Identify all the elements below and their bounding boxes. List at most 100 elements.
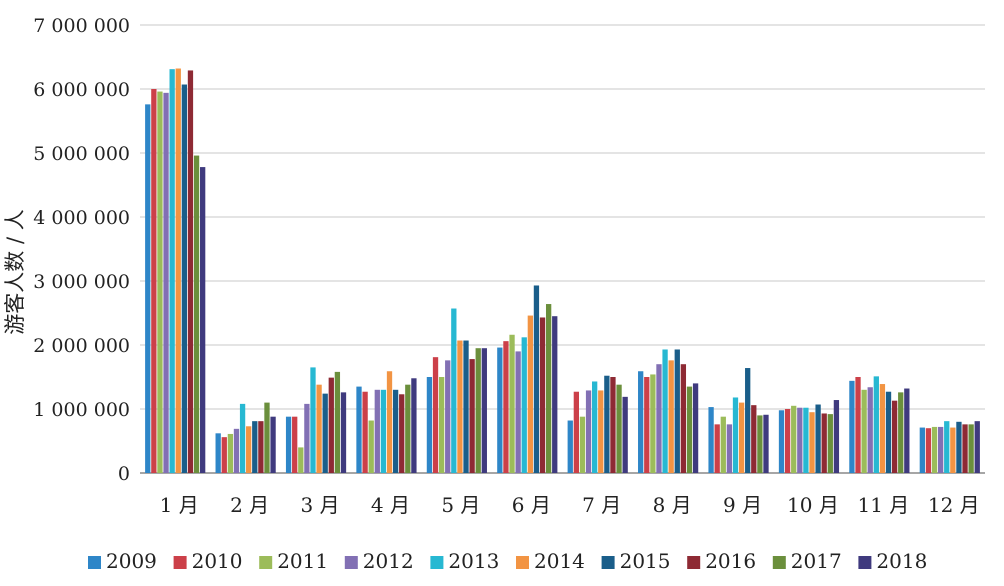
- bar: [151, 89, 157, 473]
- x-tick-label: 4 月: [371, 493, 410, 517]
- bar: [668, 360, 674, 473]
- bar: [891, 400, 898, 473]
- x-tick-label: 3 月: [300, 493, 339, 517]
- x-axis-categories: 1 月 2 月 3 月 4 月 5 月 6 月 7 月 8 月 9 月 10 月 11 月 12 月: [160, 493, 980, 517]
- x-tick-label: 12 月: [928, 493, 980, 517]
- bar: [509, 334, 515, 473]
- bar: [745, 368, 751, 473]
- bar: [797, 407, 803, 473]
- bar: [270, 416, 276, 473]
- bar: [445, 360, 451, 473]
- bar: [322, 393, 328, 473]
- bar: [426, 377, 433, 473]
- bar: [579, 416, 586, 473]
- bar: [708, 407, 714, 473]
- x-tick-label: 10 月: [787, 493, 839, 517]
- bar: [885, 391, 892, 473]
- y-tick-label: 3 000 000: [33, 271, 130, 293]
- bar: [438, 377, 445, 473]
- legend-label: 2013: [448, 549, 499, 573]
- x-tick-label: 5 月: [441, 493, 480, 517]
- legend-swatch: [173, 556, 187, 569]
- legend-swatch: [344, 556, 358, 569]
- bar: [686, 386, 693, 473]
- bar: [662, 349, 668, 473]
- bar: [778, 410, 785, 473]
- bar: [674, 349, 680, 473]
- bar: [481, 348, 487, 473]
- bar: [950, 427, 956, 473]
- bar: [246, 426, 252, 473]
- bar: [692, 383, 699, 473]
- x-tick-label: 1 月: [160, 493, 199, 517]
- bar: [791, 405, 797, 473]
- bar: [233, 428, 240, 473]
- bar: [304, 403, 310, 473]
- bar: [552, 316, 558, 473]
- bar: [598, 390, 604, 473]
- bar: [258, 421, 264, 473]
- y-tick-label: 2 000 000: [33, 335, 130, 357]
- bar: [867, 387, 873, 473]
- x-tick-label: 11 月: [857, 493, 909, 517]
- y-tick-label: 5 000 000: [33, 143, 130, 165]
- bar: [368, 420, 374, 473]
- bar: [457, 340, 463, 473]
- y-tick-label: 0: [118, 463, 130, 485]
- bar: [585, 390, 592, 473]
- bar: [656, 364, 662, 473]
- bar: [751, 405, 757, 473]
- x-tick-label: 2 月: [230, 493, 269, 517]
- bar: [931, 426, 938, 473]
- bar: [879, 384, 886, 473]
- bar: [340, 392, 347, 473]
- bar: [163, 92, 169, 473]
- bar: [833, 400, 840, 473]
- bar: [328, 377, 334, 473]
- bar: [527, 315, 533, 473]
- bar: [285, 416, 292, 473]
- bar: [573, 391, 580, 473]
- bar: [644, 377, 650, 473]
- bar: [937, 426, 944, 473]
- bar: [362, 391, 368, 473]
- bar: [610, 377, 616, 473]
- bar: [567, 420, 573, 473]
- bar: [451, 308, 457, 473]
- legend-swatch: [858, 556, 872, 569]
- bar: [374, 389, 380, 473]
- bar: [503, 341, 509, 473]
- bar: [763, 414, 769, 473]
- bar: [919, 427, 925, 473]
- bar: [849, 380, 855, 473]
- bar: [193, 155, 200, 473]
- bar: [827, 414, 833, 473]
- bar: [497, 347, 503, 473]
- legend-label: 2016: [705, 549, 756, 573]
- legend-label: 2010: [192, 549, 243, 573]
- bar: [334, 371, 341, 473]
- bar: [968, 424, 974, 473]
- bar: [757, 415, 763, 473]
- legend-swatch: [259, 556, 273, 569]
- legend-label: 2011: [277, 549, 328, 573]
- bar: [469, 359, 475, 473]
- legend: 2009 2010 2011 2012 2013 2014 2015 2016 2017 2018: [88, 549, 927, 573]
- bar: [732, 397, 739, 473]
- bar: [411, 378, 417, 473]
- x-tick-label: 6 月: [512, 493, 551, 517]
- bar: [720, 416, 726, 473]
- bar: [925, 428, 932, 473]
- bar: [592, 381, 598, 473]
- bar: [809, 412, 815, 473]
- y-tick-label: 1 000 000: [33, 399, 130, 421]
- bar: [521, 337, 527, 473]
- bar: [215, 433, 221, 473]
- x-tick-label: 8 月: [653, 493, 692, 517]
- legend-swatch: [687, 556, 701, 569]
- bar: [356, 386, 362, 473]
- bar: [898, 392, 904, 473]
- bar: [386, 371, 393, 473]
- legend-label: 2014: [534, 549, 585, 573]
- bar: [738, 402, 745, 473]
